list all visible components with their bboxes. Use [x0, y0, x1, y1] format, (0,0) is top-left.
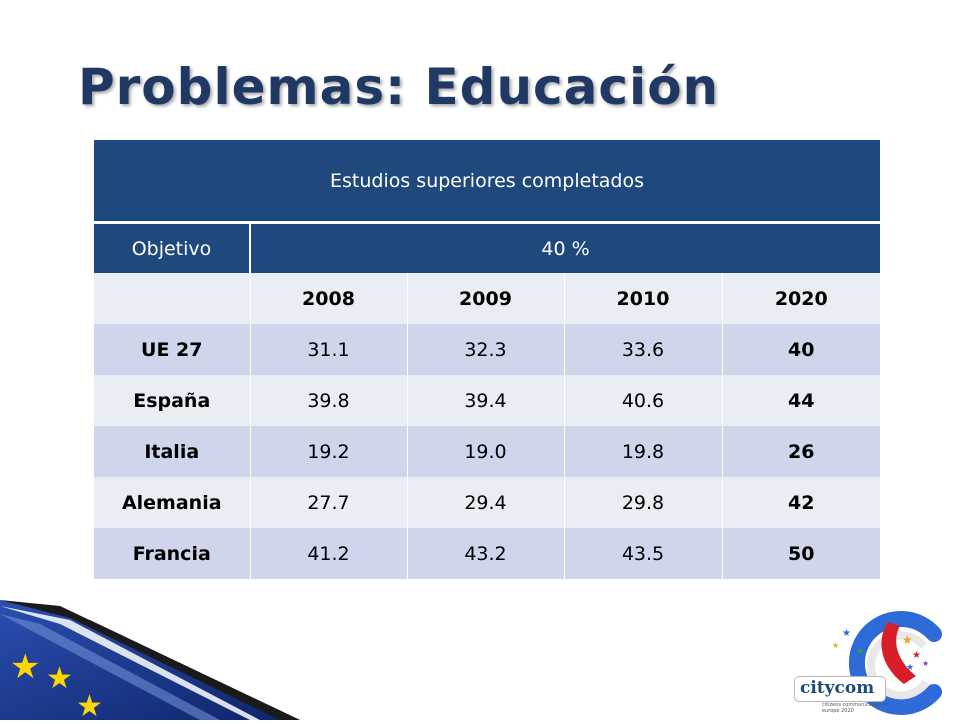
- years-header-row: 2008 2009 2010 2020: [94, 273, 881, 324]
- citycom-logo: ★ ★ ★ ★ ★ ★ ★ citycom citizens communica…: [784, 596, 952, 720]
- slide-title: Problemas: Educación: [78, 58, 720, 116]
- year-header: 2008: [250, 273, 408, 324]
- table-caption: Estudios superiores completados: [94, 140, 881, 224]
- value-cell: 19.8: [564, 426, 723, 477]
- value-cell: 40.6: [564, 375, 723, 426]
- value-cell: 27.7: [250, 477, 408, 528]
- svg-text:★: ★: [922, 659, 929, 668]
- logo-tagline: citizens communication for europe 2020: [822, 702, 890, 714]
- svg-text:★: ★: [832, 641, 839, 650]
- value-cell: 43.5: [564, 528, 723, 579]
- goal-cell: 44: [722, 375, 881, 426]
- svg-text:★: ★: [10, 647, 40, 687]
- target-row: Objetivo 40 %: [94, 222, 881, 273]
- value-cell: 43.2: [407, 528, 565, 579]
- country-label: Italia: [94, 426, 251, 477]
- logo-brand: citycom: [800, 678, 875, 698]
- country-label: Alemania: [94, 477, 251, 528]
- value-cell: 41.2: [250, 528, 408, 579]
- year-header: 2010: [564, 273, 723, 324]
- svg-text:★: ★: [842, 628, 851, 639]
- table-row: España 39.8 39.4 40.6 44: [94, 375, 881, 426]
- eu-flag-stars-icon: ★ ★ ★: [0, 600, 300, 720]
- value-cell: 33.6: [564, 324, 723, 375]
- year-header: 2009: [407, 273, 565, 324]
- goal-cell: 50: [722, 528, 881, 579]
- value-cell: 32.3: [407, 324, 565, 375]
- education-table: Estudios superiores completados Objetivo…: [94, 140, 881, 579]
- table-row: Italia 19.2 19.0 19.8 26: [94, 426, 881, 477]
- target-label: Objetivo: [94, 222, 251, 273]
- table-caption-row: Estudios superiores completados: [94, 140, 881, 224]
- svg-text:★: ★: [906, 663, 914, 673]
- table-row: Francia 41.2 43.2 43.5 50: [94, 528, 881, 579]
- value-cell: 19.0: [407, 426, 565, 477]
- svg-text:★: ★: [76, 689, 103, 720]
- value-cell: 29.4: [407, 477, 565, 528]
- svg-text:★: ★: [912, 650, 921, 661]
- svg-text:★: ★: [902, 633, 913, 647]
- value-cell: 39.4: [407, 375, 565, 426]
- year-header: 2020: [722, 273, 881, 324]
- value-cell: 39.8: [250, 375, 408, 426]
- empty-header-cell: [94, 273, 251, 324]
- goal-cell: 26: [722, 426, 881, 477]
- svg-text:★: ★: [46, 661, 73, 696]
- goal-cell: 42: [722, 477, 881, 528]
- citycom-logo-icon: ★ ★ ★ ★ ★ ★ ★: [832, 611, 942, 715]
- value-cell: 29.8: [564, 477, 723, 528]
- svg-text:★: ★: [856, 647, 864, 657]
- value-cell: 31.1: [250, 324, 408, 375]
- country-label: España: [94, 375, 251, 426]
- country-label: UE 27: [94, 324, 251, 375]
- country-label: Francia: [94, 528, 251, 579]
- value-cell: 19.2: [250, 426, 408, 477]
- table-row: Alemania 27.7 29.4 29.8 42: [94, 477, 881, 528]
- table-row: UE 27 31.1 32.3 33.6 40: [94, 324, 881, 375]
- goal-cell: 40: [722, 324, 881, 375]
- target-value: 40 %: [250, 222, 881, 273]
